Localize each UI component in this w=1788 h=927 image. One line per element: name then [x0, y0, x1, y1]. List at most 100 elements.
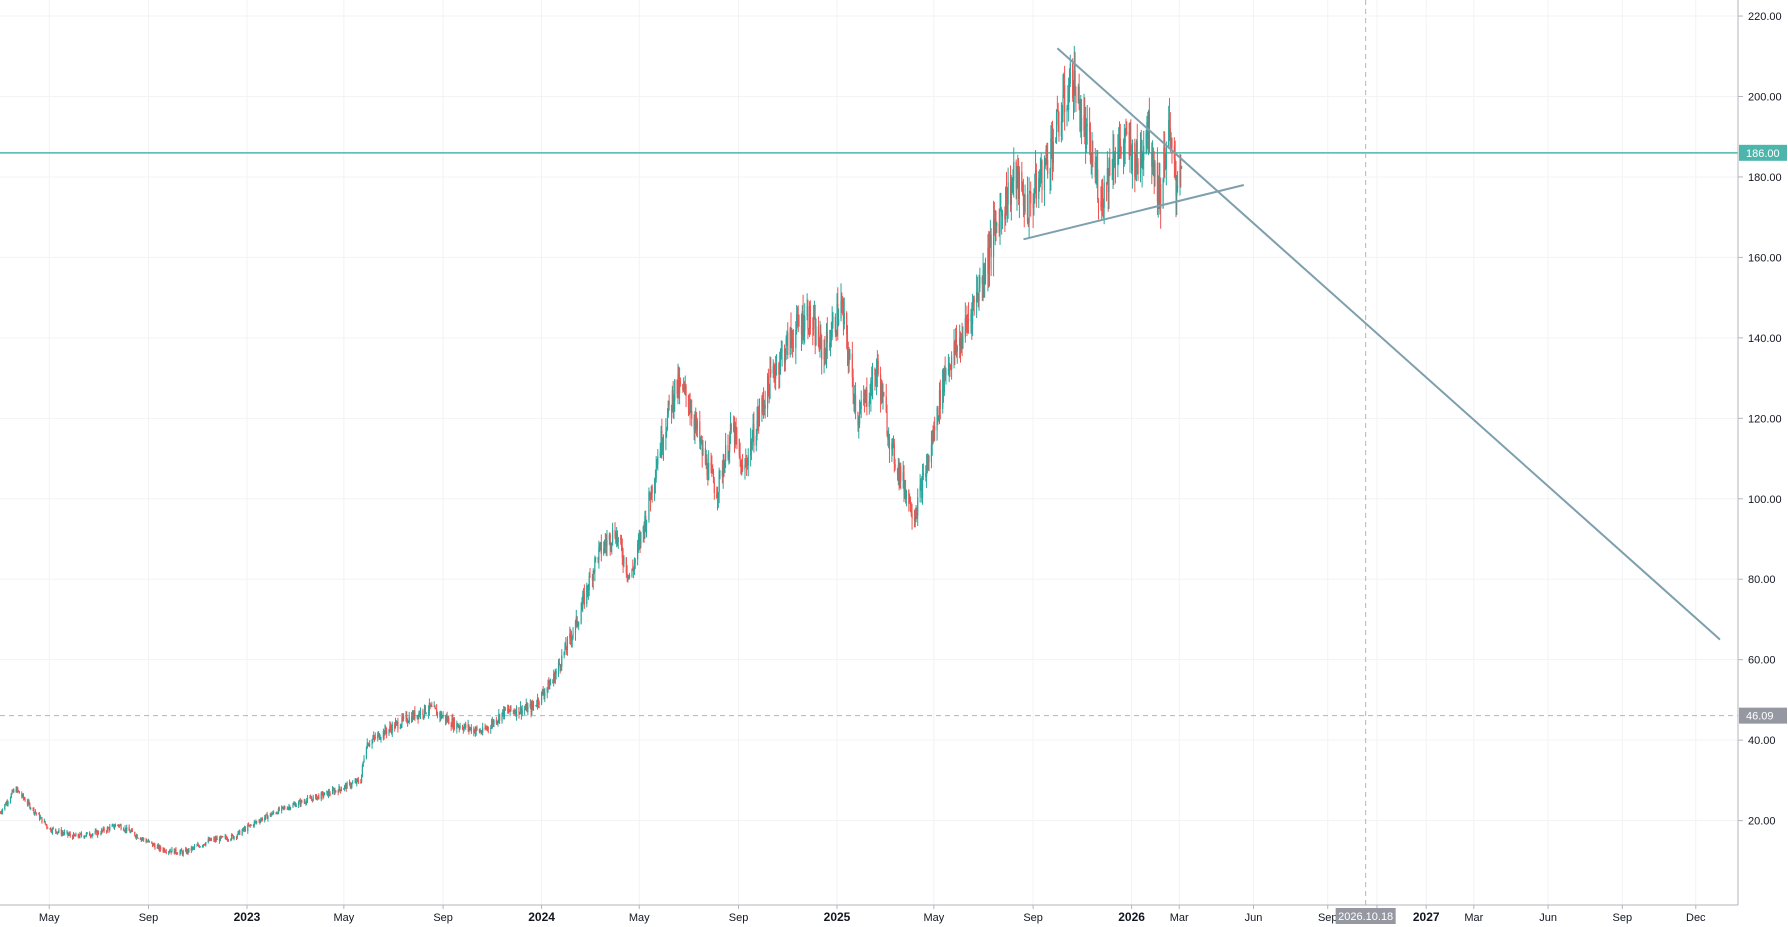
candle-body	[1137, 162, 1139, 174]
candle-body	[593, 570, 595, 573]
candle-body	[608, 534, 610, 540]
candle-body	[553, 673, 555, 681]
price-axis[interactable]: 20.00 40.00 60.00 80.00 100.00 120.00 140.00 16…	[1738, 11, 1782, 828]
candle-body	[1109, 160, 1111, 175]
candle-body	[1119, 138, 1121, 147]
candle-body	[747, 455, 749, 466]
candle-body	[1084, 125, 1087, 149]
candle-body	[558, 662, 560, 665]
candle-body	[899, 466, 901, 482]
candle-body	[43, 821, 45, 823]
time-tick-label: May	[923, 912, 944, 924]
candle-body	[453, 719, 455, 728]
candle-body	[825, 352, 827, 362]
candle-body	[1000, 210, 1002, 212]
candle-body	[988, 245, 991, 269]
candle-body	[130, 830, 133, 832]
candle-body	[763, 404, 765, 408]
candle-body	[605, 544, 607, 547]
candle-body	[892, 441, 894, 444]
candle-body	[586, 585, 588, 605]
candle-body	[66, 831, 68, 833]
candle-body	[107, 827, 109, 829]
candle-body	[442, 715, 444, 717]
candle-body	[615, 536, 617, 543]
candle-body	[141, 838, 143, 840]
candle-body	[769, 369, 771, 398]
candle-body	[572, 633, 574, 637]
time-tick-label: May	[333, 912, 354, 924]
candle-body	[5, 802, 8, 806]
candle-body	[383, 731, 385, 736]
candle-body	[97, 831, 99, 836]
candle-body	[1041, 160, 1043, 191]
candle-body	[620, 539, 623, 548]
candle-body	[507, 709, 509, 711]
candle-body	[1091, 153, 1093, 161]
time-axis[interactable]: May Sep 2023 May Sep 2024 May Sep 2025 May Sep 2026…	[39, 905, 1706, 924]
candle-body	[369, 744, 371, 746]
candle-body	[63, 832, 66, 834]
candle-body	[333, 789, 335, 794]
trendlines[interactable]	[1023, 47, 1721, 641]
candle-body	[891, 443, 893, 450]
horizontal-levels[interactable]	[0, 152, 1738, 717]
candle-body	[1063, 84, 1065, 95]
candle-body	[691, 411, 693, 419]
candle-body	[679, 381, 682, 384]
candle-body	[898, 465, 900, 482]
candle-body	[653, 480, 656, 494]
candle-body	[823, 349, 825, 360]
candle-body	[578, 623, 580, 625]
candle-body	[371, 739, 373, 745]
candle-body	[38, 813, 40, 815]
candle-body	[191, 847, 193, 851]
candle-body	[1051, 141, 1054, 163]
candle-body	[469, 727, 472, 729]
candle-body	[46, 824, 48, 828]
candle-body	[836, 303, 838, 335]
candle-body	[6, 802, 8, 804]
candle-body	[1126, 132, 1128, 134]
trendline-descending[interactable]	[1056, 47, 1721, 641]
candle-body	[645, 516, 647, 529]
candle-body	[1043, 166, 1046, 191]
candle-body	[967, 318, 970, 322]
candle-body	[623, 557, 625, 565]
candle-body	[406, 714, 408, 722]
candle-body	[679, 381, 681, 394]
candle-body	[770, 369, 772, 374]
candle-body	[41, 817, 43, 823]
candle-body	[367, 742, 369, 747]
candle-body	[440, 713, 442, 718]
candle-body	[682, 383, 684, 391]
candle-body	[819, 331, 821, 351]
trendline-ascending[interactable]	[1023, 184, 1245, 241]
candle-body	[247, 825, 249, 832]
candle-body	[947, 369, 949, 372]
candle-body	[360, 774, 363, 783]
candle-body	[866, 389, 868, 407]
candle-body	[825, 331, 828, 362]
candle-body	[971, 313, 973, 325]
candle-body	[518, 707, 520, 715]
candle-body	[131, 830, 133, 833]
candle-body	[1179, 165, 1181, 186]
candle-body	[603, 542, 606, 549]
candle-body	[173, 848, 175, 854]
candle-body	[914, 518, 916, 521]
candle-body	[542, 690, 544, 694]
candle-body	[758, 410, 760, 421]
candle-body	[708, 462, 710, 480]
candle-body	[683, 385, 686, 389]
candle-body	[688, 406, 690, 408]
candle-body	[243, 828, 245, 830]
candle-body	[447, 717, 449, 721]
candle-body	[343, 788, 345, 790]
candle-body	[752, 424, 754, 439]
candle-body	[97, 831, 100, 834]
candle-body	[68, 833, 71, 835]
candle-body	[422, 710, 424, 716]
candle-body	[552, 680, 554, 684]
